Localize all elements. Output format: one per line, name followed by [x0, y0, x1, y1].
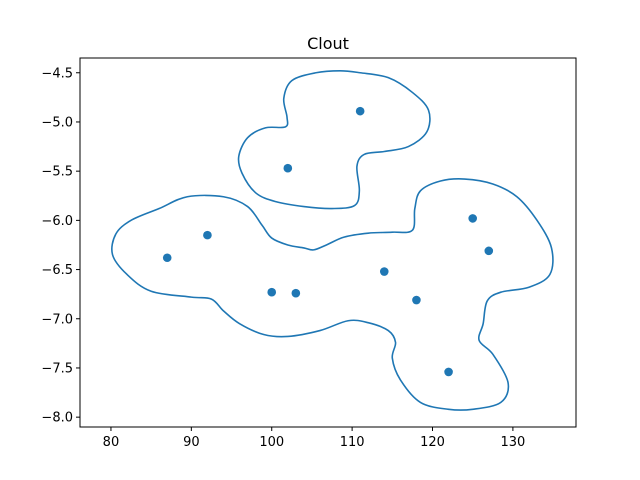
scatter-point-7	[379, 267, 389, 276]
y-tick-label: −7.5	[41, 361, 73, 376]
y-tick-label: −5.0	[41, 115, 73, 130]
x-tick-label: 110	[340, 435, 365, 450]
x-tick-label: 120	[420, 435, 445, 450]
y-tick-label: −4.5	[41, 66, 73, 81]
scatter-point-10	[484, 246, 494, 256]
y-axis-ticks: −8.0 −7.5 −7.0 −6.5 −6.0 −5.5 −5.0 −4.5	[41, 66, 80, 426]
axes-frame	[79, 57, 577, 428]
scatter-points	[162, 106, 494, 377]
y-tick-label: −5.5	[41, 165, 73, 180]
x-tick-label: 100	[259, 435, 284, 450]
scatter-point-5	[267, 287, 277, 297]
y-tick-label: −6.0	[41, 214, 73, 229]
x-tick-label: 80	[103, 435, 120, 450]
plot-area	[80, 58, 576, 427]
scatter-point-2	[283, 163, 293, 173]
x-tick-label: 90	[183, 435, 200, 450]
y-tick-label: −6.5	[41, 263, 73, 278]
scatter-point-8	[412, 295, 421, 305]
contour-line-1	[237, 69, 431, 210]
y-tick-label: −7.0	[41, 312, 73, 327]
x-axis-ticks: 80 90 100 110 120 130	[103, 427, 525, 450]
scatter-point-4	[203, 230, 212, 240]
scatter-point-3	[162, 253, 172, 263]
contour-line-2	[111, 178, 554, 411]
scatter-point-9	[468, 214, 478, 223]
chart-title: Clout	[307, 34, 349, 53]
y-tick-label: −8.0	[41, 411, 73, 426]
scatter-point-1	[355, 106, 365, 116]
contour-layer	[111, 69, 554, 411]
scatter-point-6	[291, 288, 301, 298]
x-tick-label: 130	[500, 435, 525, 450]
scatter-point-11	[444, 367, 453, 377]
